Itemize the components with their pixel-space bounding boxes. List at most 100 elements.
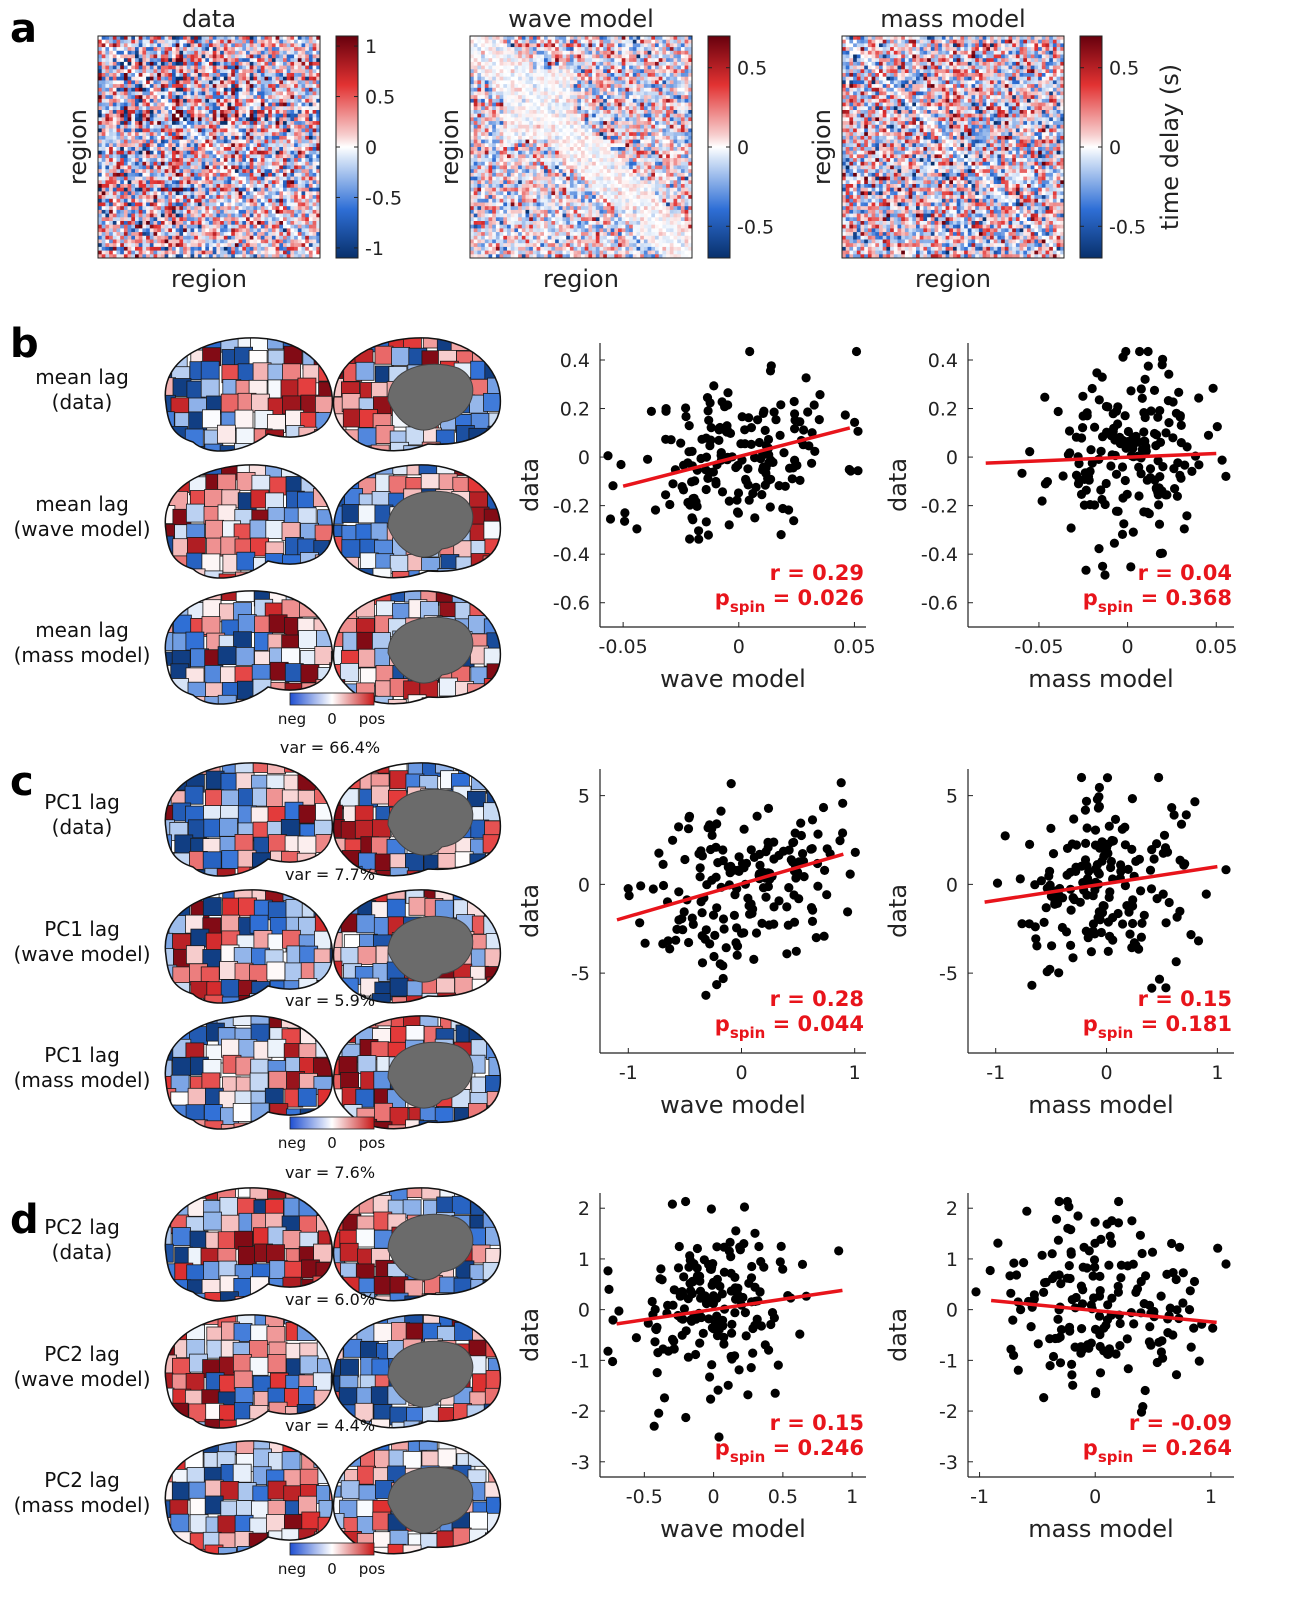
heatmap-cell — [510, 102, 515, 107]
heatmap-cell — [223, 217, 228, 222]
heatmap-cell — [632, 98, 637, 103]
heatmap-cell — [279, 117, 284, 122]
heatmap-cell — [135, 113, 139, 118]
heatmap-cell — [573, 69, 578, 74]
heatmap-cell — [212, 102, 217, 107]
heatmap-cell — [260, 76, 265, 81]
heatmap-cell — [562, 87, 567, 92]
heatmap-cell — [257, 232, 262, 237]
heatmap-cell — [197, 217, 202, 222]
heatmap-cell — [157, 221, 162, 225]
heatmap-cell — [190, 180, 195, 185]
heatmap-cell — [264, 95, 269, 100]
heatmap-cell — [179, 246, 184, 251]
heatmap-cell — [603, 61, 608, 66]
heatmap-cell — [275, 246, 280, 251]
heatmap-cell — [149, 58, 154, 63]
heatmap-cell — [249, 187, 254, 192]
heatmap-cell — [153, 113, 158, 118]
heatmap-cell — [260, 169, 265, 174]
heatmap-cell — [312, 250, 317, 255]
heatmap-cell — [223, 102, 228, 107]
heatmap-cell — [294, 139, 299, 144]
heatmap-cell — [669, 84, 674, 89]
heatmap-cell — [592, 98, 597, 103]
heatmap-cell — [246, 150, 250, 155]
heatmap-cell — [142, 235, 147, 240]
heatmap-cell — [197, 172, 202, 177]
heatmap-cell — [286, 113, 291, 118]
heatmap-cell — [514, 58, 519, 63]
heatmap-cell — [246, 209, 250, 214]
heatmap-cell — [253, 73, 258, 77]
heatmap-cell — [290, 95, 295, 100]
heatmap-cell — [551, 36, 556, 40]
heatmap-cell — [312, 76, 317, 81]
heatmap-cell — [316, 206, 321, 211]
heatmap-cell — [246, 50, 250, 55]
heatmap-cell — [127, 250, 132, 255]
heatmap-cell — [271, 98, 276, 103]
heatmap-cell — [149, 246, 154, 251]
heatmap-cell — [138, 47, 143, 52]
heatmap-cell — [286, 87, 291, 92]
heatmap-cell — [238, 191, 243, 196]
heatmap-cell — [201, 254, 206, 259]
heatmap-cell — [197, 150, 202, 155]
heatmap-cell — [212, 246, 217, 251]
heatmap-cell — [680, 95, 685, 100]
heatmap-cell — [101, 54, 106, 59]
heatmap-cell — [666, 102, 671, 107]
heatmap-cell — [153, 39, 158, 44]
heatmap-cell — [495, 58, 500, 63]
heatmap-cell — [142, 209, 147, 214]
heatmap-cell — [290, 65, 295, 70]
heatmap-cell — [525, 110, 530, 114]
heatmap-cell — [227, 195, 232, 200]
heatmap-cell — [168, 80, 173, 85]
heatmap-cell — [286, 228, 291, 233]
heatmap-cell — [569, 54, 574, 59]
heatmap-cell — [227, 87, 232, 92]
heatmap-cell — [260, 139, 265, 144]
heatmap-cell — [142, 154, 147, 159]
heatmap-cell — [283, 235, 287, 240]
heatmap-cell — [153, 147, 158, 151]
heatmap-cell — [279, 132, 284, 137]
heatmap-cell — [588, 95, 593, 100]
heatmap-cell — [201, 246, 206, 251]
heatmap-cell — [618, 76, 622, 81]
heatmap-cell — [680, 110, 685, 114]
heatmap-cell — [305, 239, 310, 244]
heatmap-cell — [249, 124, 254, 129]
heatmap-cell — [238, 87, 243, 92]
heatmap-cell — [629, 69, 634, 74]
heatmap-cell — [271, 176, 276, 181]
heatmap-cell — [610, 87, 615, 92]
heatmap-cell — [172, 43, 176, 48]
heatmap-cell — [636, 84, 641, 89]
heatmap-cell — [172, 128, 176, 133]
heatmap-cell — [220, 135, 225, 140]
heatmap-cell — [105, 91, 110, 96]
heatmap-cell — [599, 87, 604, 92]
heatmap-cell — [294, 202, 299, 207]
heatmap-cell — [105, 246, 110, 251]
heatmap-cell — [544, 65, 548, 70]
heatmap-cell — [142, 165, 147, 170]
heatmap-cell — [312, 150, 317, 155]
heatmap-cell — [138, 113, 143, 118]
heatmap-cell — [153, 209, 158, 214]
heatmap-cell — [308, 69, 313, 74]
heatmap-cell — [157, 206, 162, 211]
heatmap-cell — [190, 161, 195, 166]
heatmap-cell — [260, 80, 265, 85]
heatmap-cell — [238, 65, 243, 70]
heatmap-cell — [116, 147, 121, 151]
heatmap-cell — [581, 98, 585, 103]
heatmap-cell — [220, 80, 225, 85]
heatmap-cell — [279, 221, 284, 225]
heatmap-cell — [629, 84, 634, 89]
heatmap-cell — [201, 187, 206, 192]
heatmap-cell — [264, 36, 269, 40]
